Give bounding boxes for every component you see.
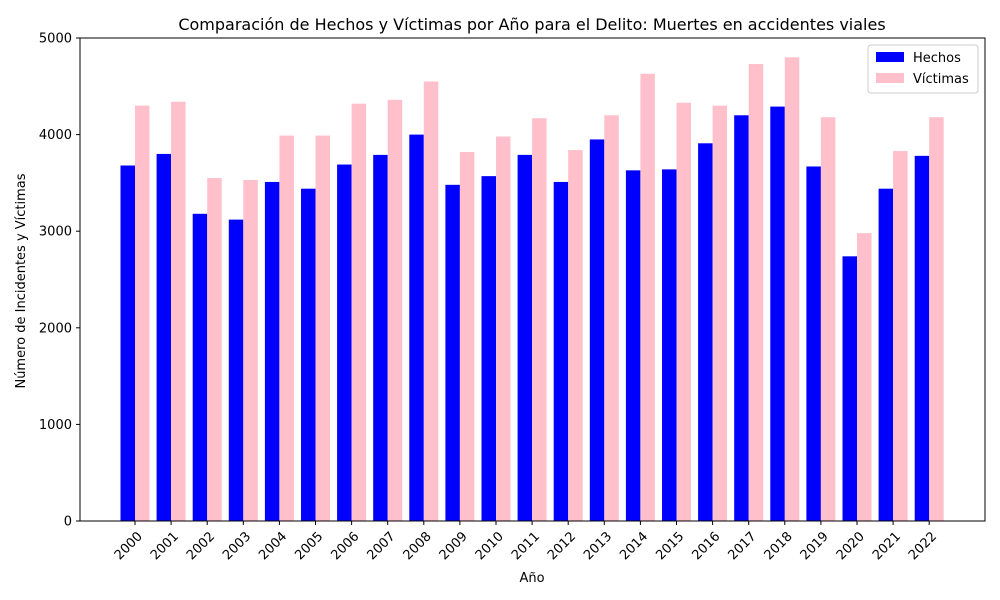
x-tick-label: 2021 (870, 529, 904, 563)
bar-hechos-2011 (517, 154, 533, 522)
bar-hechos-2017 (734, 115, 749, 521)
chart-title: Comparación de Hechos y Víctimas por Año… (178, 15, 885, 34)
bar-v-ctimas-2005 (315, 135, 330, 522)
y-axis: 0 1000 2000 3000 4000 5000 (39, 32, 80, 530)
bar-v-ctimas-2013 (604, 115, 619, 521)
y-axis-label: Número de Incidentes y Víctimas (14, 173, 29, 388)
bar-hechos-2012 (553, 181, 569, 521)
y-tick-label: 4000 (39, 128, 72, 143)
x-axis-label: Año (519, 571, 544, 586)
bar-v-ctimas-2017 (748, 64, 764, 521)
bar-hechos-2000 (120, 165, 135, 521)
x-tick-label: 2007 (365, 529, 399, 563)
x-tick-label: 2016 (689, 529, 723, 563)
bar-v-ctimas-2012 (568, 150, 583, 521)
bar-hechos-2020 (842, 256, 857, 521)
legend: Hechos Víctimas (867, 44, 979, 94)
x-tick-label: 2004 (256, 529, 290, 563)
x-tick-label: 2018 (762, 529, 796, 563)
x-tick-label: 2001 (148, 529, 182, 563)
x-tick-label: 2013 (581, 529, 615, 563)
bar-v-ctimas-2002 (207, 178, 222, 521)
x-tick-label: 2000 (112, 529, 146, 563)
y-tick-label: 0 (64, 515, 72, 530)
legend-label: Víctimas (913, 72, 969, 87)
x-tick-label: 2022 (906, 529, 940, 563)
x-tick-label: 2019 (798, 529, 832, 563)
x-tick-label: 2008 (401, 529, 435, 563)
x-tick-label: 2002 (184, 529, 218, 563)
x-axis: 2000 2001 2002 2003 2004 2005 2006 2007 2008 2009… (112, 521, 940, 563)
bar-hechos-2022 (914, 155, 930, 522)
x-tick-label: 2012 (545, 529, 579, 563)
bar-hechos-2018 (770, 106, 785, 521)
bar-hechos-2015 (662, 169, 677, 521)
x-tick-label: 2005 (292, 529, 326, 563)
bar-hechos-2001 (156, 153, 172, 522)
x-tick-label: 2020 (834, 529, 868, 563)
bar-hechos-2004 (264, 181, 280, 521)
bar-hechos-2013 (589, 139, 605, 521)
bar-v-ctimas-2020 (857, 233, 872, 521)
bar-v-ctimas-2010 (496, 136, 511, 522)
bar-v-ctimas-2021 (893, 151, 908, 521)
bar-v-ctimas-2007 (387, 99, 403, 521)
y-tick-label: 5000 (39, 32, 72, 47)
bar-hechos-2005 (301, 188, 316, 522)
x-tick-label: 2006 (328, 529, 362, 563)
bar-hechos-2008 (409, 134, 424, 521)
bar-hechos-2002 (192, 213, 208, 521)
plot-area (79, 37, 986, 522)
bar-v-ctimas-2006 (351, 103, 367, 522)
x-tick-label: 2010 (473, 529, 507, 563)
x-tick-label: 2015 (653, 529, 687, 563)
x-tick-label: 2014 (617, 529, 651, 563)
bar-hechos-2010 (481, 176, 496, 521)
legend-label: Hechos (913, 51, 961, 66)
bar-v-ctimas-2015 (676, 102, 691, 522)
legend-swatch-v-ctimas (876, 73, 904, 83)
bar-hechos-2014 (625, 170, 641, 522)
bar-v-ctimas-2022 (929, 117, 944, 521)
bar-hechos-2009 (445, 184, 460, 521)
bar-hechos-2003 (228, 219, 244, 521)
legend-swatch-hechos (876, 52, 904, 62)
y-tick-label: 3000 (39, 225, 72, 240)
bar-v-ctimas-2019 (820, 117, 836, 521)
bar-v-ctimas-2011 (532, 118, 547, 521)
bar-v-ctimas-2016 (712, 105, 728, 522)
bar-v-ctimas-2003 (243, 180, 258, 521)
bar-v-ctimas-2018 (784, 57, 800, 521)
bar-v-ctimas-2004 (279, 135, 294, 522)
bar-hechos-2019 (806, 166, 821, 521)
bar-v-ctimas-2001 (171, 101, 186, 522)
bar-v-ctimas-2008 (423, 81, 439, 521)
bar-hechos-2006 (337, 164, 352, 521)
bar-hechos-2007 (373, 154, 388, 522)
x-tick-label: 2017 (726, 529, 760, 563)
y-tick-label: 1000 (39, 418, 72, 433)
bar-v-ctimas-2009 (459, 151, 475, 521)
bar-v-ctimas-2014 (640, 73, 655, 521)
x-tick-label: 2003 (220, 529, 254, 563)
x-tick-label: 2009 (437, 529, 471, 563)
bar-hechos-2021 (878, 188, 894, 522)
bar-hechos-2016 (698, 143, 713, 521)
x-tick-label: 2011 (509, 529, 543, 563)
bar-v-ctimas-2000 (135, 105, 150, 522)
y-tick-label: 2000 (39, 321, 72, 336)
